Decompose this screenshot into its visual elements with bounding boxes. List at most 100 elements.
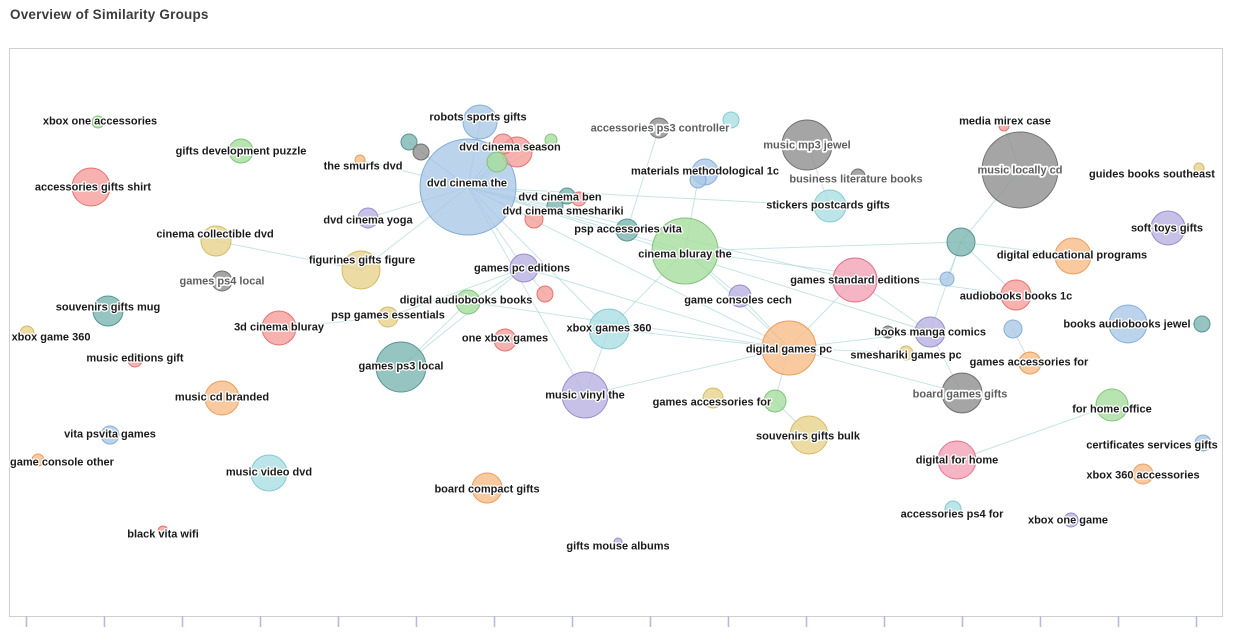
bubble-souvenirs_gifts_mug[interactable] bbox=[92, 295, 124, 327]
label-music_cd_branded: music cd branded bbox=[175, 392, 269, 404]
bubble-stickers_postcards_gifts[interactable] bbox=[813, 189, 847, 223]
bubble-music_editions_gift[interactable] bbox=[127, 352, 143, 368]
bubble-games_standard_editions[interactable] bbox=[832, 257, 878, 303]
bubble-business_literature_books[interactable] bbox=[850, 168, 866, 184]
bubble-u12[interactable] bbox=[939, 271, 955, 287]
edge-games_pc_editions--psp_games_essentials bbox=[387, 267, 525, 318]
label-digital_educational_programs: digital educational programs bbox=[997, 250, 1147, 262]
bubble-robots_sports_gifts[interactable] bbox=[462, 104, 498, 140]
label-music_editions_gift: music editions gift bbox=[86, 353, 184, 365]
bubble-u6[interactable] bbox=[571, 191, 587, 207]
bubble-u5[interactable] bbox=[544, 133, 558, 147]
bubble-u9[interactable] bbox=[722, 111, 740, 129]
bubble-u10[interactable] bbox=[536, 285, 554, 303]
edge-cinema_3d_bluray--psp_games_essentials bbox=[278, 316, 389, 329]
bubble-cinema_collectible_dvd[interactable] bbox=[200, 225, 232, 257]
label-souvenirs_gifts_bulk: souvenirs gifts bulk bbox=[756, 431, 861, 443]
bubble-soft_toys_gifts[interactable] bbox=[1150, 210, 1186, 246]
bubble-psp_accessories_vita[interactable] bbox=[615, 218, 639, 242]
bubble-music_cd_branded[interactable] bbox=[204, 380, 240, 416]
bubble-accessories_ps3_controller[interactable] bbox=[648, 117, 670, 139]
bubble-dvd_cinema_yoga[interactable] bbox=[357, 207, 379, 229]
bubble-board_compact_gifts[interactable] bbox=[471, 472, 503, 504]
label-game_console_other: game console other bbox=[10, 457, 115, 469]
bubble-music_locally_cd[interactable] bbox=[981, 131, 1059, 209]
bubble-xbox_game_360[interactable] bbox=[19, 325, 35, 341]
bubble-xbox_one_game[interactable] bbox=[1063, 512, 1079, 528]
label-stickers_postcards_gifts: stickers postcards gifts bbox=[766, 200, 890, 212]
bubble-u16[interactable] bbox=[763, 389, 787, 413]
bubble-xbox_360_accessories[interactable] bbox=[1132, 463, 1154, 485]
bubble-digital_for_home[interactable] bbox=[937, 440, 977, 480]
bubble-u14[interactable] bbox=[1193, 315, 1211, 333]
bubble-the_smurfs_dvd[interactable] bbox=[354, 154, 366, 166]
label-guides_books_southeast: guides books southeast bbox=[1089, 169, 1215, 181]
label-digital_audiobooks_books: digital audiobooks books bbox=[400, 295, 533, 307]
edge-digital_games_pc--music_vinyl_the bbox=[584, 347, 790, 396]
bubble-smeshariki_games_pc[interactable] bbox=[898, 345, 914, 361]
bubble-black_vita_wifi[interactable] bbox=[157, 525, 169, 537]
label-souvenirs_gifts_mug: souvenirs gifts mug bbox=[56, 302, 161, 314]
label-the_smurfs_dvd: the smurfs dvd bbox=[324, 161, 403, 173]
bubble-music_mp3_jewel[interactable] bbox=[781, 119, 833, 171]
label-accessories_gifts_shirt: accessories gifts shirt bbox=[35, 182, 152, 194]
bubble-souvenirs_gifts_bulk[interactable] bbox=[789, 415, 829, 455]
bubble-figurines_gifts_figure[interactable] bbox=[341, 250, 381, 290]
bubble-xbox_games_360[interactable] bbox=[588, 308, 630, 350]
bubble-one_xbox_games[interactable] bbox=[493, 328, 517, 352]
bubble-psp_games_essentials[interactable] bbox=[377, 306, 399, 328]
label-cinema_3d_bluray: 3d cinema bluray bbox=[234, 322, 325, 334]
bubble-u2[interactable] bbox=[412, 143, 430, 161]
label-dvd_cinema_the: dvd cinema the bbox=[427, 178, 507, 190]
bubble-u1[interactable] bbox=[400, 133, 418, 151]
bubble-digital_games_pc[interactable] bbox=[761, 320, 817, 376]
bubble-gifts_development_puzzle[interactable] bbox=[228, 138, 254, 164]
bubble-u13[interactable] bbox=[1003, 319, 1023, 339]
label-games_ps4_local: games ps4 local bbox=[180, 276, 265, 288]
bubble-games_ps3_local[interactable] bbox=[375, 341, 427, 393]
bubble-digital_educational_programs[interactable] bbox=[1054, 237, 1092, 275]
bubble-digital_audiobooks_books[interactable] bbox=[455, 289, 481, 315]
bubble-u4[interactable] bbox=[486, 151, 508, 173]
bubble-media_mirex_case[interactable] bbox=[998, 120, 1010, 132]
bubble-u7[interactable] bbox=[524, 209, 544, 229]
bubble-music_vinyl_the[interactable] bbox=[561, 371, 609, 419]
bubble-books_audiobooks_jewel[interactable] bbox=[1108, 304, 1148, 344]
bubble-for_home_office[interactable] bbox=[1095, 388, 1129, 422]
bubble-game_console_other[interactable] bbox=[31, 453, 45, 467]
edge-cinema_collectible_dvd--figurines_gifts_figure bbox=[215, 240, 362, 271]
bubble-accessories_ps4_for[interactable] bbox=[944, 500, 962, 518]
bubble-guides_books_southeast[interactable] bbox=[1193, 162, 1205, 174]
bubble-board_games_gifts[interactable] bbox=[941, 372, 983, 414]
bubble-games_accessories_for_r[interactable] bbox=[1018, 351, 1042, 375]
label-games_standard_editions: games standard editions bbox=[790, 275, 920, 287]
bubble-cinema_3d_bluray[interactable] bbox=[261, 310, 297, 346]
label-xbox_games_360: xbox games 360 bbox=[567, 323, 652, 335]
label-books_audiobooks_jewel: books audiobooks jewel bbox=[1063, 319, 1190, 331]
bubble-games_accessories_for_l[interactable] bbox=[702, 387, 724, 409]
bubble-gifts_mouse_albums[interactable] bbox=[613, 537, 623, 547]
bubble-vita_psvita_games[interactable] bbox=[100, 425, 120, 445]
bubble-dvd_cinema_smeshariki[interactable] bbox=[546, 197, 564, 215]
bubble-certificates_services_gifts[interactable] bbox=[1194, 434, 1212, 452]
bubble-accessories_gifts_shirt[interactable] bbox=[71, 167, 111, 207]
bubble-cinema_bluray_the[interactable] bbox=[651, 217, 719, 285]
bubble-music_video_dvd[interactable] bbox=[250, 454, 288, 492]
bubble-games_ps4_local[interactable] bbox=[211, 270, 233, 292]
edge-u15--cinema_bluray_the bbox=[684, 241, 962, 252]
bubble-audiobooks_books_1c[interactable] bbox=[1000, 279, 1032, 311]
label-materials_methodological_1c: materials methodological 1c bbox=[631, 166, 779, 178]
label-music_locally_cd: music locally cd bbox=[978, 165, 1063, 177]
bubble-u15[interactable] bbox=[946, 227, 976, 257]
label-soft_toys_gifts: soft toys gifts bbox=[1131, 223, 1203, 235]
bubble-xbox_one_accessories[interactable] bbox=[91, 115, 105, 129]
label-gifts_mouse_albums: gifts mouse albums bbox=[566, 541, 669, 553]
label-cinema_bluray_the: cinema bluray the bbox=[638, 249, 732, 261]
bubble-u8[interactable] bbox=[689, 171, 707, 189]
bubble-u11[interactable] bbox=[881, 325, 895, 339]
bubble-games_pc_editions[interactable] bbox=[509, 253, 539, 283]
bubble-game_consoles_cech[interactable] bbox=[728, 284, 752, 308]
bubble-books_manga_comics[interactable] bbox=[914, 316, 946, 348]
